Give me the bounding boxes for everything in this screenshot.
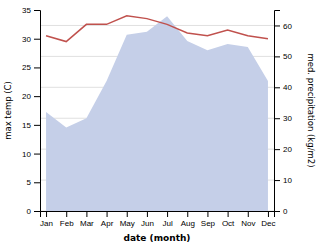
y2-axis: 0 10 20 30 40 50 60 — [274, 11, 292, 217]
x-tick-mark — [127, 211, 128, 217]
x-tick-mark — [107, 211, 108, 217]
x-tick-mark — [187, 211, 188, 217]
y2-tick-label: 60 — [283, 22, 292, 31]
x-tick-mark — [228, 211, 229, 217]
x-tick-mark — [147, 211, 148, 217]
y-tick-label: 30 — [22, 35, 31, 44]
y-tick: 10 — [22, 150, 40, 159]
line — [46, 16, 268, 42]
x-tick: Aug — [181, 211, 195, 228]
x-tick-mark — [207, 211, 208, 217]
y-tick: 35 — [22, 6, 40, 15]
y-tick-label: 5 — [27, 178, 32, 187]
y-axis-title: max temp (C) — [3, 81, 13, 140]
y-axis-line — [34, 11, 41, 212]
y-tick-mark — [34, 154, 40, 155]
y2-tick: 30 — [274, 114, 292, 123]
y-tick-mark — [34, 182, 40, 183]
y2-tick-mark — [274, 25, 280, 26]
y2-tick-mark — [274, 180, 280, 181]
y-tick-mark — [34, 96, 40, 97]
x-tick-mark — [86, 211, 87, 217]
y-tick-mark — [34, 10, 40, 11]
y-tick: 25 — [22, 63, 40, 72]
x-tick-label: Aug — [181, 219, 195, 228]
x-tick-label: Feb — [60, 219, 74, 228]
y-tick: 5 — [27, 178, 40, 187]
y2-tick: 10 — [274, 176, 292, 185]
y-tick-label: 0 — [27, 207, 32, 216]
x-tick-label: Mar — [80, 219, 94, 228]
x-tick: Sep — [201, 211, 216, 228]
y2-tick-mark — [274, 149, 280, 150]
y2-tick-label: 20 — [283, 145, 292, 154]
x-tick-label: Dec — [261, 219, 275, 228]
y-tick-label: 25 — [22, 63, 31, 72]
y-tick: 30 — [22, 35, 40, 44]
y2-tick-mark — [274, 87, 280, 88]
x-tick-mark — [167, 211, 168, 217]
x-tick-label: Jul — [162, 219, 172, 228]
x-tick-mark — [268, 211, 269, 217]
y2-tick: 60 — [274, 22, 292, 31]
x-tick-mark — [66, 211, 67, 217]
x-tick: Jun — [141, 211, 154, 228]
y2-tick-mark — [274, 56, 280, 57]
x-tick-label: Jan — [40, 219, 53, 228]
y2-tick-label: 0 — [283, 207, 288, 216]
x-tick-label: Apr — [101, 219, 114, 228]
y-tick-mark — [34, 67, 40, 68]
y2-tick: 20 — [274, 145, 292, 154]
y-tick: 0 — [27, 207, 40, 216]
area — [46, 16, 268, 211]
y-tick-mark — [34, 39, 40, 40]
y2-tick-mark — [274, 118, 280, 119]
y-tick: 15 — [22, 121, 40, 130]
marks — [46, 16, 268, 211]
y2-tick-label: 50 — [283, 52, 292, 61]
y-tick-label: 15 — [22, 121, 31, 130]
y-tick-label: 20 — [22, 92, 31, 101]
x-tick: Oct — [222, 211, 235, 228]
y2-tick: 40 — [274, 83, 292, 92]
x-axis: Jan Feb Mar Apr May Jun Jul Aug Sep Oct Nov Dec — [40, 211, 275, 228]
x-tick-label: Sep — [201, 219, 216, 228]
x-tick: Nov — [241, 211, 255, 228]
x-tick-mark — [46, 211, 47, 217]
x-tick-label: May — [120, 219, 135, 228]
y-tick-mark — [34, 211, 40, 212]
x-tick: Feb — [60, 211, 74, 228]
chart: Jan Feb Mar Apr May Jun Jul Aug Sep Oct Nov Dec 0 5 10… — [0, 0, 318, 247]
x-tick: May — [120, 211, 135, 228]
y-axis: 0 5 10 15 20 25 30 35 — [22, 6, 40, 216]
x-tick: Apr — [101, 211, 114, 228]
x-axis-title: date (month) — [124, 233, 191, 243]
y-tick-mark — [34, 125, 40, 126]
x-tick-label: Nov — [241, 219, 255, 228]
y2-tick: 0 — [274, 207, 288, 216]
x-tick: Dec — [261, 211, 275, 228]
x-tick-label: Jun — [141, 219, 154, 228]
y-tick: 20 — [22, 92, 40, 101]
y2-tick-label: 30 — [283, 114, 292, 123]
y2-axis-line — [275, 11, 281, 212]
plot: Jan Feb Mar Apr May Jun Jul Aug Sep Oct Nov Dec 0 5 10… — [22, 6, 292, 228]
y2-tick-mark — [274, 211, 280, 212]
x-tick-label: Oct — [222, 219, 235, 228]
x-tick: Mar — [80, 211, 94, 228]
x-tick: Jan — [40, 211, 53, 228]
x-axis-line — [41, 212, 275, 218]
x-tick-mark — [248, 211, 249, 217]
y-tick-label: 35 — [22, 6, 31, 15]
y-tick-label: 10 — [22, 150, 31, 159]
y2-tick-label: 40 — [283, 83, 292, 92]
y2-axis-title: med. precipitation (kg/m2) — [306, 53, 316, 167]
y2-tick: 50 — [274, 52, 292, 61]
y2-tick-label: 10 — [283, 176, 292, 185]
x-tick: Jul — [162, 211, 172, 228]
